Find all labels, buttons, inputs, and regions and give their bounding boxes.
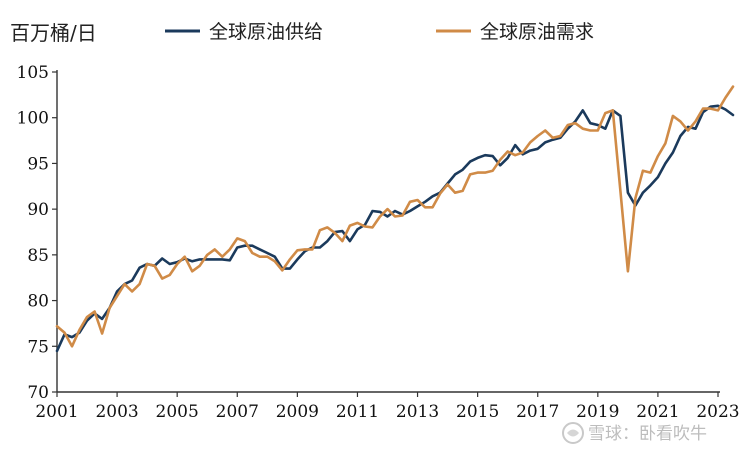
x-tick-label: 2009 [276,402,319,422]
x-tick-label: 2007 [216,402,259,422]
snowball-icon [562,422,584,444]
y-tick-label: 70 [27,383,49,403]
x-tick-label: 2013 [396,402,439,422]
x-tick-label: 2001 [35,402,78,422]
series-layer [55,85,735,353]
series-line-demand [55,85,735,348]
y-tick-label: 75 [27,337,49,357]
watermark: 雪球：卧看吹牛 [562,422,707,444]
x-tick-label: 2021 [636,402,679,422]
y-tick-label: 100 [17,109,49,129]
x-tick-label: 2015 [456,402,499,422]
watermark-text: 雪球：卧看吹牛 [588,424,707,444]
y-tick-label: 105 [17,63,49,83]
y-tick-label: 80 [27,292,49,312]
legend: 全球原油供给 全球原油需求 [165,21,594,43]
unit-label: 百万桶/日 [10,21,97,45]
x-tick-label: 2017 [516,402,559,422]
axes: 70 75 80 85 90 95 100 105 2001 2003 2005 2007 2009 20… [17,63,740,422]
x-tick-label: 2019 [576,402,619,422]
x-tick-label: 2003 [95,402,138,422]
series-line-supply [55,104,735,353]
y-tick-label: 85 [27,246,49,266]
x-tick-label: 2005 [156,402,199,422]
x-tick-label: 2011 [336,402,379,422]
x-tick-label: 2023 [696,402,739,422]
legend-label-supply: 全球原油供给 [209,21,323,43]
y-tick-label: 90 [27,200,49,220]
legend-label-demand: 全球原油需求 [480,21,594,43]
y-tick-label: 95 [27,154,49,174]
